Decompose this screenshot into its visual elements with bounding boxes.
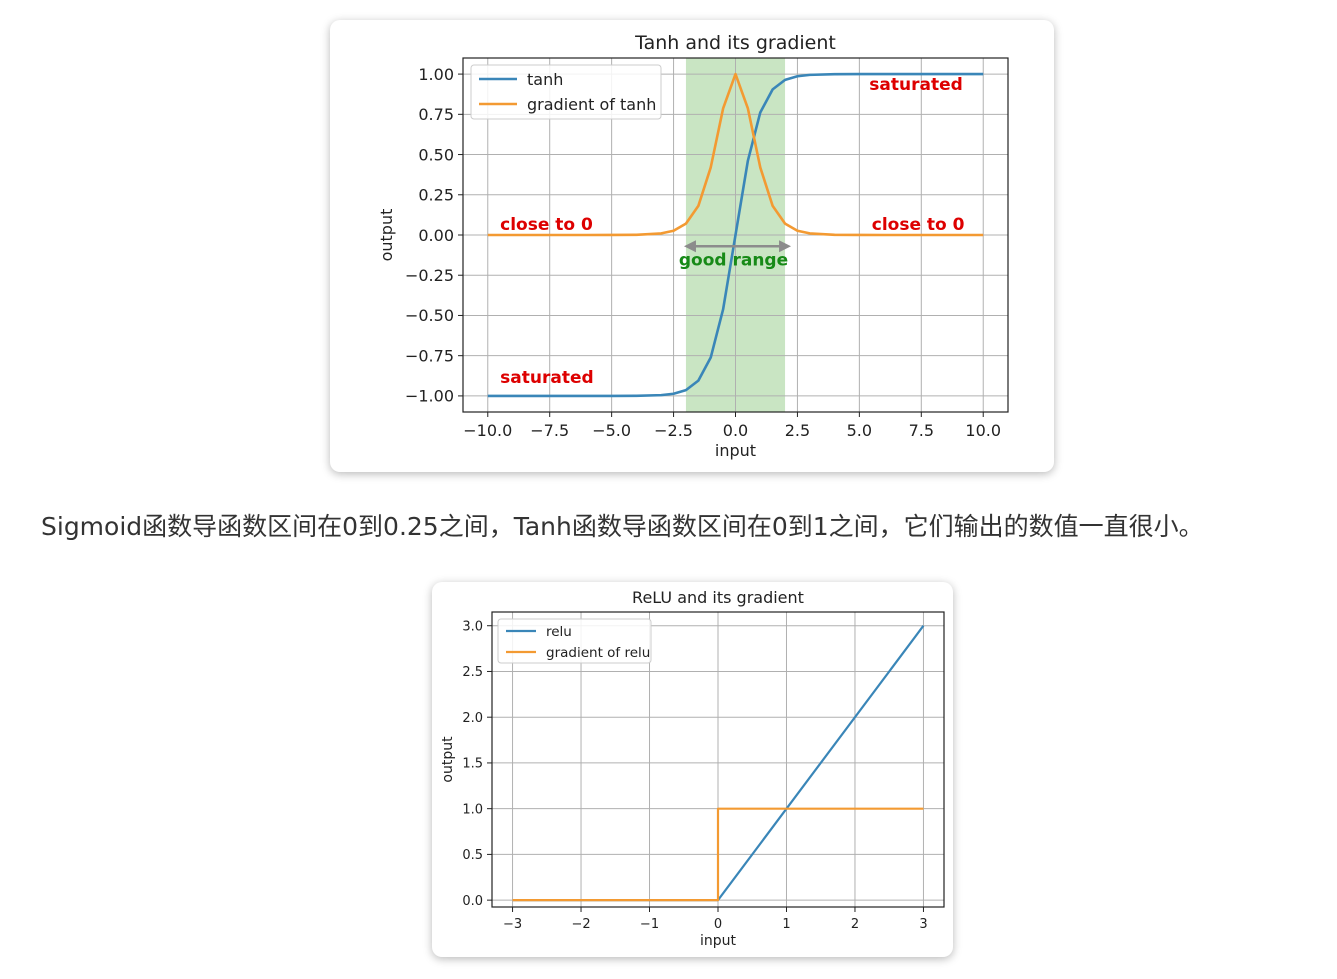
x-tick-label: 0.0 xyxy=(723,421,748,440)
y-axis-label: output xyxy=(440,736,456,783)
y-tick-label: −0.50 xyxy=(405,306,454,325)
annotation-close-to-0: close to 0 xyxy=(500,215,593,235)
x-tick-label: 7.5 xyxy=(909,421,934,440)
series-line-2 xyxy=(487,72,984,237)
x-tick-label: −7.5 xyxy=(530,421,569,440)
y-tick-label: 2.0 xyxy=(462,711,483,726)
x-tick-label: −5.0 xyxy=(592,421,631,440)
chart-title: Tanh and its gradient xyxy=(634,32,836,54)
x-tick-label: −1 xyxy=(640,917,659,932)
legend-box xyxy=(470,64,662,120)
x-axis-label: input xyxy=(715,441,756,460)
x-tick-label: 0 xyxy=(714,917,722,932)
x-tick-label: −3 xyxy=(503,917,522,932)
x-tick-label: −2 xyxy=(571,917,590,932)
y-tick-label: 1.0 xyxy=(462,802,483,817)
y-axis-label: output xyxy=(377,209,396,262)
chart-title: ReLU and its gradient xyxy=(632,588,804,607)
x-tick-label: 3 xyxy=(919,917,927,932)
legend-entry-1: tanh xyxy=(527,70,563,89)
y-tick-label: 0.75 xyxy=(418,105,454,124)
x-tick-label: 1 xyxy=(782,917,790,932)
relu-chart-card: −3 −2 −1 0 1 2 3 3.0 2.5 2.0 1.5 1.0 0.5 0.0 ReLU and … xyxy=(432,582,953,957)
y-tick-label: 0.5 xyxy=(462,848,483,863)
annotation-close-to-0: close to 0 xyxy=(872,215,965,235)
annotation-saturated: saturated xyxy=(500,368,593,388)
x-tick-label: 10.0 xyxy=(965,421,1001,440)
series-line-2 xyxy=(512,807,924,902)
y-tick-label: 1.00 xyxy=(418,65,454,84)
good-range-label: good range xyxy=(679,250,788,270)
y-tick-label: 2.5 xyxy=(462,665,483,680)
y-tick-label: 0.00 xyxy=(418,226,454,245)
y-tick-label: 0.50 xyxy=(418,145,454,164)
x-tick-label: 2.5 xyxy=(785,421,810,440)
series-line-1 xyxy=(487,72,984,398)
arrow-head-left xyxy=(683,240,696,253)
legend-box xyxy=(497,618,652,664)
y-tick-label: −0.25 xyxy=(405,266,454,285)
tanh-chart: −10.0 −7.5 −5.0 −2.5 0.0 2.5 5.0 7.5 10.0 1.00 0.7… xyxy=(377,32,1009,460)
y-tick-label: 0.0 xyxy=(462,894,483,909)
x-tick-label: 5.0 xyxy=(847,421,872,440)
arrow-head-right xyxy=(779,240,792,253)
x-tick-label: −2.5 xyxy=(654,421,693,440)
x-tick-label: −10.0 xyxy=(463,421,512,440)
y-tick-label: 1.5 xyxy=(462,757,483,772)
legend-entry-1: relu xyxy=(546,624,572,640)
y-tick-label: 3.0 xyxy=(462,619,483,634)
x-axis-label: input xyxy=(700,933,737,949)
legend-entry-2: gradient of relu xyxy=(546,645,650,661)
y-tick-label: −1.00 xyxy=(405,387,454,406)
tanh-chart-card: −10.0 −7.5 −5.0 −2.5 0.0 2.5 5.0 7.5 10.0 1.00 0.7… xyxy=(330,20,1054,472)
caption-text: Sigmoid函数导函数区间在0到0.25之间，Tanh函数导函数区间在0到1之… xyxy=(41,512,1204,541)
x-tick-label: 2 xyxy=(851,917,859,932)
relu-chart: −3 −2 −1 0 1 2 3 3.0 2.5 2.0 1.5 1.0 0.5 0.0 ReLU and … xyxy=(440,588,945,949)
legend-entry-2: gradient of tanh xyxy=(527,95,656,114)
y-tick-label: −0.75 xyxy=(405,346,454,365)
annotation-saturated: saturated xyxy=(869,75,963,95)
y-tick-label: 0.25 xyxy=(418,186,454,205)
